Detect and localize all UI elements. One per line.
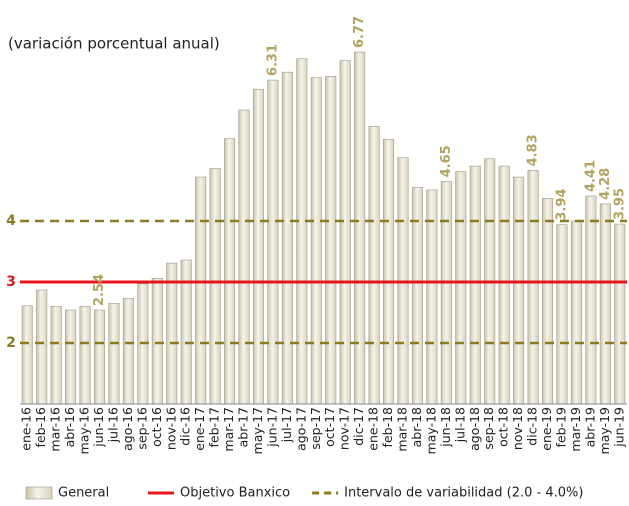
bar — [570, 220, 582, 405]
bar — [325, 76, 337, 405]
bar — [339, 60, 351, 405]
bar — [310, 77, 322, 405]
bar — [368, 126, 380, 405]
bar — [267, 79, 279, 405]
value-label: 3.95 — [612, 188, 627, 220]
x-tick-label: ago-17 — [293, 407, 308, 451]
x-tick-label: ene-19 — [539, 407, 554, 451]
x-tick-label: dic-16 — [178, 407, 193, 446]
bar — [585, 195, 597, 405]
bar — [238, 109, 250, 405]
x-tick-label: jun-18 — [438, 407, 453, 448]
x-tick-label: ene-18 — [366, 407, 381, 451]
bar — [614, 223, 626, 405]
x-tick-label: jun-19 — [611, 407, 626, 448]
x-tick-label: abr-18 — [409, 407, 424, 447]
bar — [556, 224, 568, 405]
bar — [36, 289, 48, 405]
bar — [195, 176, 207, 405]
x-tick-label: nov-16 — [163, 407, 178, 450]
legend-swatch — [25, 486, 53, 500]
bar — [108, 303, 120, 405]
x-tick-label: ene-16 — [19, 407, 34, 451]
bar — [455, 171, 467, 405]
value-label: 6.31 — [265, 44, 280, 76]
bar — [542, 198, 554, 405]
x-tick-label: jun-17 — [264, 407, 279, 448]
bar — [65, 309, 77, 405]
value-label: 4.28 — [598, 168, 613, 200]
x-tick-label: ago-16 — [120, 407, 135, 451]
x-tick-label: ago-18 — [467, 407, 482, 451]
x-tick-label: abr-16 — [62, 407, 77, 447]
x-tick-label: sep-16 — [134, 407, 149, 450]
y-tick-label: 3 — [6, 274, 16, 290]
bar — [296, 58, 308, 405]
bar — [50, 306, 62, 405]
legend-label: General — [58, 486, 109, 501]
x-tick-label: dic-18 — [525, 407, 540, 446]
x-tick-label: feb-19 — [553, 407, 568, 447]
legend-label: Objetivo Banxico — [180, 486, 290, 501]
value-label: 4.41 — [583, 160, 598, 192]
bar — [166, 262, 178, 405]
bar — [209, 168, 221, 405]
y-tick-label: 2 — [6, 335, 16, 351]
value-label: 3.94 — [554, 189, 569, 221]
bar — [79, 306, 91, 405]
x-tick-label: jun-16 — [91, 407, 106, 448]
bar — [469, 165, 481, 405]
bar — [354, 51, 366, 405]
bar — [252, 88, 264, 405]
bar — [93, 309, 105, 405]
x-tick-label: feb-18 — [380, 407, 395, 447]
bar — [281, 71, 293, 405]
x-tick-label: may-18 — [423, 407, 438, 454]
x-tick-label: abr-17 — [236, 407, 251, 447]
chart-subtitle: (variación porcentual anual) — [8, 35, 220, 53]
x-tick-label: may-16 — [77, 407, 92, 454]
y-tick-label: 4 — [6, 213, 16, 229]
x-tick-label: ene-17 — [192, 407, 207, 451]
x-tick-label: sep-18 — [481, 407, 496, 450]
legend-label: Intervalo de variabilidad (2.0 - 4.0%) — [344, 486, 583, 501]
x-tick-label: dic-17 — [351, 407, 366, 446]
x-tick-label: may-17 — [250, 407, 265, 454]
x-tick-label: oct-17 — [322, 407, 337, 447]
bar — [498, 165, 510, 405]
x-tick-label: nov-18 — [510, 407, 525, 450]
bar — [224, 138, 236, 405]
bar — [440, 181, 452, 405]
x-tick-label: jul-17 — [279, 407, 294, 443]
x-tick-label: mar-17 — [221, 407, 236, 452]
value-label: 2.54 — [92, 274, 107, 306]
bar — [513, 176, 525, 405]
bar — [383, 138, 395, 405]
bar — [599, 203, 611, 405]
x-tick-label: oct-16 — [149, 407, 164, 447]
x-tick-label: jul-16 — [105, 407, 120, 443]
x-tick-label: oct-18 — [496, 407, 511, 447]
x-tick-label: mar-18 — [394, 407, 409, 452]
bar — [122, 298, 134, 405]
x-tick-label: nov-17 — [337, 407, 352, 450]
x-tick-label: feb-17 — [207, 407, 222, 447]
value-label: 6.77 — [352, 16, 367, 48]
x-tick-label: feb-16 — [33, 407, 48, 447]
x-tick-label: abr-19 — [582, 407, 597, 447]
x-tick-label: mar-16 — [48, 407, 63, 452]
bar — [151, 278, 163, 405]
value-label: 4.83 — [526, 134, 541, 166]
bar — [527, 170, 539, 405]
x-tick-label: jul-18 — [452, 407, 467, 443]
x-tick-label: may-19 — [597, 407, 612, 454]
x-tick-label: sep-17 — [308, 407, 323, 450]
x-tick-label: mar-19 — [568, 407, 583, 452]
bar — [21, 305, 33, 405]
value-label: 4.65 — [439, 145, 454, 177]
